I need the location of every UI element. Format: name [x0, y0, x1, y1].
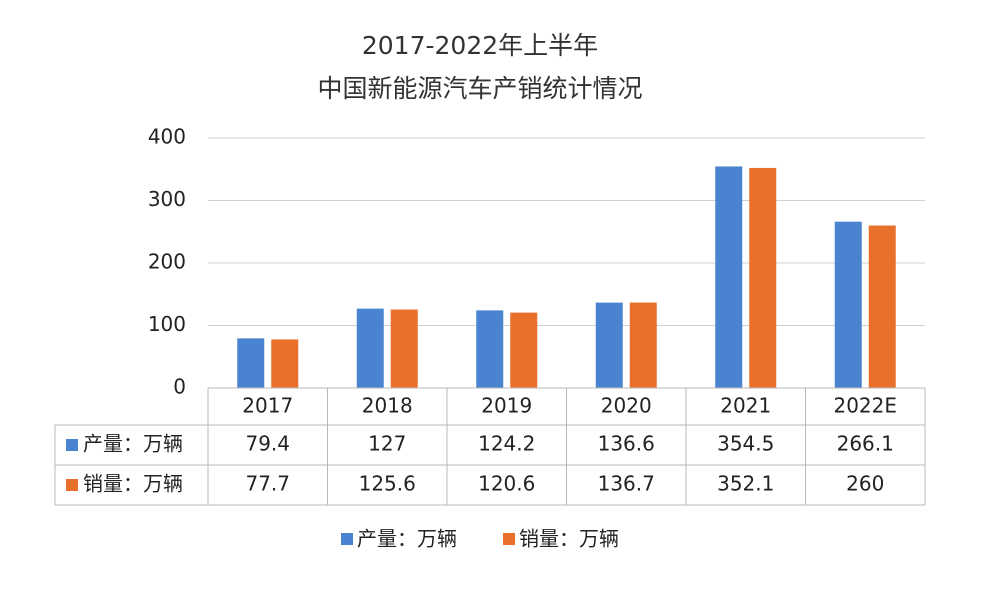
bar: [510, 312, 538, 388]
table-cell: 77.7: [245, 472, 290, 496]
bar: [595, 302, 623, 388]
legend-swatch: [341, 533, 353, 545]
y-tick-label: 300: [148, 187, 186, 211]
table-cell: 124.2: [478, 432, 535, 456]
table-cell: 136.6: [598, 432, 655, 456]
bar: [271, 339, 299, 388]
chart-title: 中国新能源汽车产销统计情况: [317, 74, 642, 103]
table-row-label: 产量：万辆: [83, 432, 183, 456]
y-tick-label: 100: [148, 312, 186, 336]
bar: [629, 302, 657, 388]
table-cell: 127: [368, 432, 406, 456]
legend-label: 销量：万辆: [519, 527, 619, 551]
table-cell: 79.4: [245, 432, 290, 456]
bar: [715, 166, 743, 388]
x-tick-label: 2019: [481, 394, 532, 418]
table-cell: 260: [846, 472, 884, 496]
x-tick-label: 2017: [242, 394, 293, 418]
bar: [834, 221, 862, 388]
table-cell: 266.1: [837, 432, 894, 456]
table-cell: 136.7: [598, 472, 655, 496]
x-tick-label: 2018: [362, 394, 413, 418]
bar: [356, 308, 384, 388]
y-tick-label: 400: [148, 125, 186, 149]
legend-swatch: [66, 479, 78, 491]
legend-swatch: [66, 439, 78, 451]
table-cell: 120.6: [478, 472, 535, 496]
x-tick-label: 2021: [720, 394, 771, 418]
bar: [237, 338, 265, 388]
chart-title: 2017-2022年上半年: [362, 31, 598, 60]
legend-label: 产量：万辆: [357, 527, 457, 551]
y-tick-label: 200: [148, 250, 186, 274]
table-cell: 354.5: [717, 432, 774, 456]
legend-swatch: [503, 533, 515, 545]
bar: [390, 309, 418, 388]
bar: [868, 225, 896, 388]
y-tick-label: 0: [173, 375, 186, 399]
x-tick-label: 2022E: [833, 394, 897, 418]
table-row-label: 销量：万辆: [83, 472, 183, 496]
bar: [749, 167, 777, 388]
table-cell: 352.1: [717, 472, 774, 496]
table-cell: 125.6: [359, 472, 416, 496]
bar: [476, 310, 504, 388]
x-tick-label: 2020: [601, 394, 652, 418]
